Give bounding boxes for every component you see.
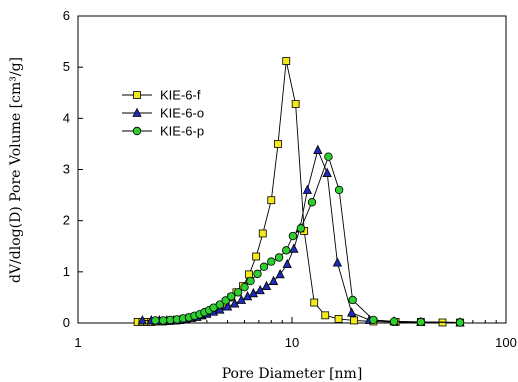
data-point <box>259 262 269 271</box>
x-axis-title: Pore Diameter [nm] <box>222 366 363 382</box>
y-axis-title: dV/dlog(D) Pore Volume [cm³/g] <box>8 57 24 283</box>
data-point <box>274 253 284 262</box>
data-point <box>313 144 323 154</box>
x-tick-label: 1 <box>74 335 81 350</box>
y-tick-label: 4 <box>63 110 70 125</box>
y-tick-label: 5 <box>63 59 70 74</box>
data-point <box>350 316 358 325</box>
legend-label: KIE-6-p <box>160 124 204 139</box>
data-point <box>321 311 330 320</box>
data-point <box>253 269 262 279</box>
legend: KIE-6-f KIE-6-o KIE-6-p <box>122 88 204 139</box>
data-point <box>389 317 399 326</box>
data-point <box>348 295 357 305</box>
y-tick-label: 2 <box>63 213 70 228</box>
data-point <box>230 298 240 308</box>
data-point <box>240 282 249 292</box>
data-point <box>310 298 319 307</box>
data-point <box>455 318 465 327</box>
data-point <box>245 270 253 279</box>
data-point <box>282 246 291 255</box>
data-point <box>233 288 243 297</box>
data-point <box>151 316 160 325</box>
data-point <box>275 268 285 279</box>
data-point <box>324 152 333 161</box>
axis-ticks <box>77 15 507 324</box>
data-point <box>215 300 225 309</box>
data-point <box>296 224 306 233</box>
data-point <box>334 185 344 195</box>
data-point <box>347 307 357 317</box>
data-point <box>289 243 299 253</box>
y-tick-label: 1 <box>63 264 70 279</box>
data-point <box>252 252 261 261</box>
x-tick-label: 10 <box>285 335 299 350</box>
data-point <box>267 196 276 205</box>
data-point <box>282 258 292 269</box>
data-point <box>322 167 332 177</box>
series-line <box>142 148 461 323</box>
data-point <box>137 315 148 325</box>
data-point <box>288 231 298 241</box>
data-point <box>282 57 291 65</box>
data-point <box>267 257 276 266</box>
legend-marker <box>133 91 141 99</box>
data-point <box>258 229 267 238</box>
data-point <box>227 292 236 301</box>
y-tick-label: 6 <box>63 8 70 23</box>
data-point <box>334 315 343 323</box>
data-point <box>268 275 279 285</box>
series-KIE-6-o <box>137 144 465 327</box>
data-point <box>291 100 300 108</box>
data-point <box>416 317 426 327</box>
series-layer <box>133 57 465 327</box>
data-point <box>246 276 255 286</box>
data-point <box>215 304 225 314</box>
data-point <box>302 184 313 194</box>
data-point <box>274 140 282 148</box>
series-KIE-6-p <box>151 152 465 327</box>
data-point <box>369 315 378 325</box>
data-point <box>332 257 343 267</box>
y-tick-label: 3 <box>63 162 70 177</box>
legend-marker <box>132 107 142 117</box>
data-point <box>248 287 259 298</box>
legend-marker <box>132 126 142 136</box>
x-tick-label: 100 <box>495 335 517 350</box>
legend-label: KIE-6-f <box>160 88 201 103</box>
data-point <box>222 301 233 311</box>
data-point <box>261 280 272 291</box>
data-point <box>158 316 168 325</box>
series-line <box>155 155 461 323</box>
data-point <box>307 198 317 207</box>
legend-label: KIE-6-o <box>160 106 204 121</box>
plot-frame <box>77 15 507 324</box>
y-tick-label: 0 <box>63 315 70 330</box>
data-point <box>221 296 230 305</box>
